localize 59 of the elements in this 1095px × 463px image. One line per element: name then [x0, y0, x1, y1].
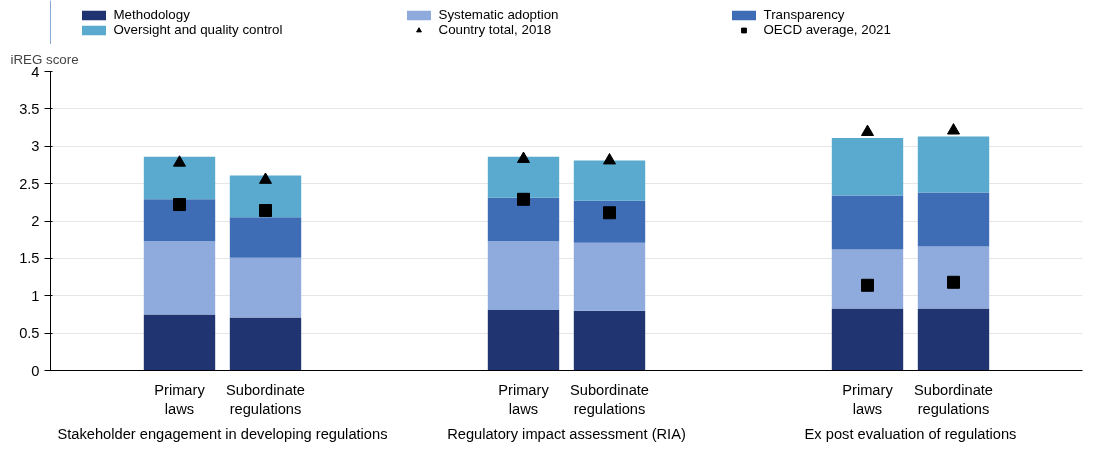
- legend-label: Country total, 2018: [438, 22, 553, 37]
- x-tick-label: Subordinate regulations: [913, 381, 994, 417]
- bar: [487, 241, 560, 310]
- point: [517, 151, 530, 163]
- bar: [573, 310, 646, 371]
- bar: [143, 241, 216, 315]
- y-tick-label: 2.5: [19, 175, 40, 192]
- bar: [487, 197, 560, 242]
- x-tick-label: Primary laws: [842, 381, 894, 417]
- point: [947, 123, 960, 135]
- point: [603, 153, 616, 165]
- text: Ex post evaluation of regulations: [804, 425, 1017, 442]
- text: Stakeholder engagement in developing regulations: [57, 425, 388, 442]
- x-tick-label: Subordinate regulations: [225, 381, 306, 417]
- point: [517, 192, 530, 206]
- point: [259, 172, 272, 184]
- y-tick-label: 1: [31, 287, 40, 304]
- point: [861, 124, 874, 137]
- bar: [917, 308, 990, 371]
- legend-label: Oversight and quality control: [113, 22, 284, 37]
- bar: [229, 257, 302, 318]
- bar: [831, 308, 904, 371]
- point: [603, 206, 616, 220]
- bar: [573, 200, 646, 243]
- legend-label: OECD average, 2021: [763, 22, 892, 37]
- y-tick-label: 0.5: [19, 325, 40, 342]
- bar: [143, 314, 216, 371]
- bar: [831, 195, 904, 250]
- bar: [487, 156, 560, 198]
- y-tick-label: 3: [31, 138, 40, 155]
- bar: [229, 317, 302, 371]
- y-tick-label: 2: [31, 213, 40, 229]
- bar: [573, 160, 646, 201]
- bar: [229, 217, 302, 258]
- y-tick-label: 3.5: [19, 100, 40, 117]
- y-tick-label: 0: [31, 362, 40, 379]
- point: [861, 278, 874, 292]
- bar: [917, 136, 990, 193]
- point: [259, 204, 272, 218]
- bar: [229, 175, 302, 218]
- point: [947, 275, 960, 289]
- y-tick-label: 1.5: [19, 250, 40, 267]
- bar: [487, 309, 560, 371]
- bar: [143, 156, 216, 200]
- bar: [831, 138, 904, 196]
- x-tick-label: Subordinate regulations: [569, 381, 650, 417]
- bar: [917, 192, 990, 247]
- x-tick-label: Primary laws: [498, 381, 550, 417]
- point: [173, 198, 186, 212]
- legend-label: Methodology: [113, 7, 191, 22]
- point: [173, 155, 186, 167]
- bar: [143, 199, 216, 242]
- legend-label: Transparency: [763, 7, 846, 22]
- bar: [917, 246, 990, 309]
- bar: [573, 242, 646, 311]
- legend-label: Systematic adoption: [438, 7, 560, 22]
- bar: [831, 249, 904, 309]
- x-tick-label: Primary laws: [154, 381, 206, 417]
- text: Regulatory impact assessment (RIA): [447, 425, 686, 442]
